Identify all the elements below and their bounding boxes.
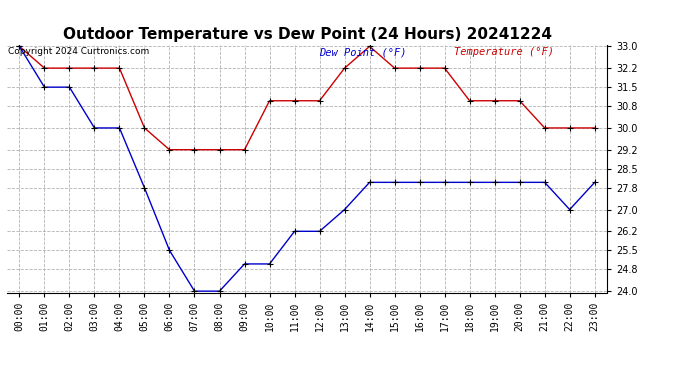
- Text: Temperature (°F): Temperature (°F): [454, 48, 554, 57]
- Text: Dew Point (°F): Dew Point (°F): [319, 48, 406, 57]
- Title: Outdoor Temperature vs Dew Point (24 Hours) 20241224: Outdoor Temperature vs Dew Point (24 Hou…: [63, 27, 551, 42]
- Text: Copyright 2024 Curtronics.com: Copyright 2024 Curtronics.com: [8, 48, 149, 57]
